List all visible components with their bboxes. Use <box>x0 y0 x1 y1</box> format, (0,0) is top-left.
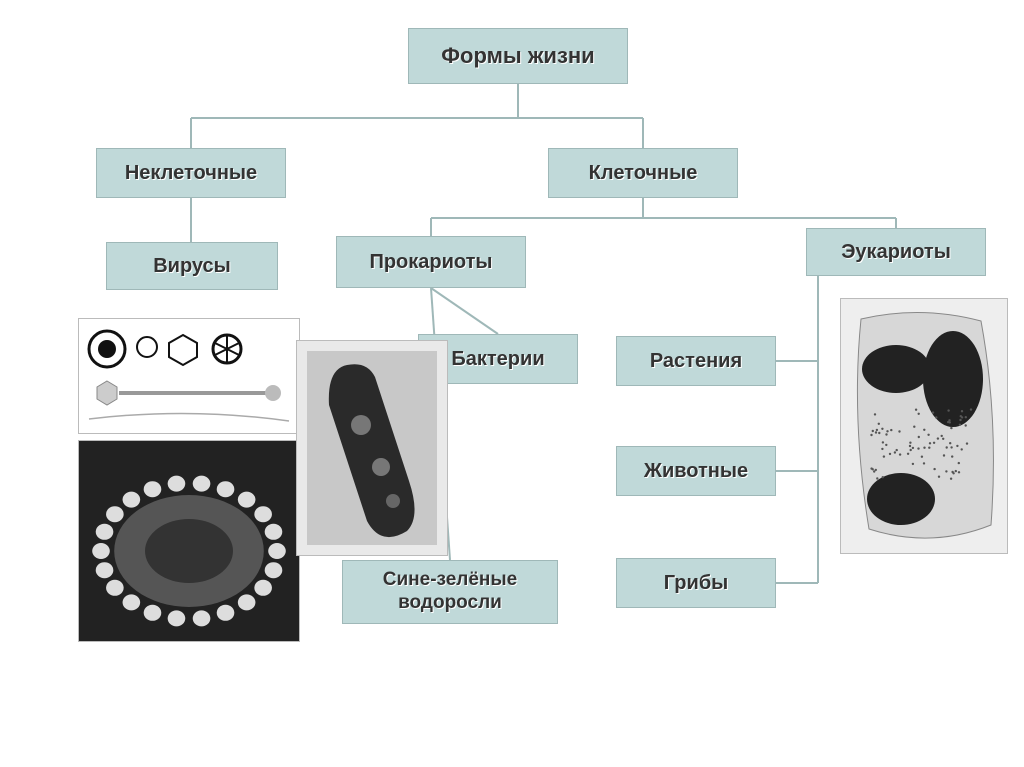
node-noncellular: Неклеточные <box>96 148 286 198</box>
image-viruses-illustration <box>78 318 300 434</box>
node-cellular: Клеточные <box>548 148 738 198</box>
node-bluegreen: Сине-зелёные водоросли <box>342 560 558 624</box>
image-viruses-micrograph <box>78 440 300 642</box>
node-viruses: Вирусы <box>106 242 278 290</box>
node-fungi: Грибы <box>616 558 776 608</box>
node-animals: Животные <box>616 446 776 496</box>
node-prokaryotes: Прокариоты <box>336 236 526 288</box>
node-plants: Растения <box>616 336 776 386</box>
image-eukaryote-cell-diagram <box>840 298 1008 554</box>
diagram-canvas: Формы жизни Неклеточные Клеточные Вирусы Про… <box>0 0 1024 767</box>
node-eukaryotes: Эукариоты <box>806 228 986 276</box>
image-bacterium-micrograph <box>296 340 448 556</box>
node-root: Формы жизни <box>408 28 628 84</box>
